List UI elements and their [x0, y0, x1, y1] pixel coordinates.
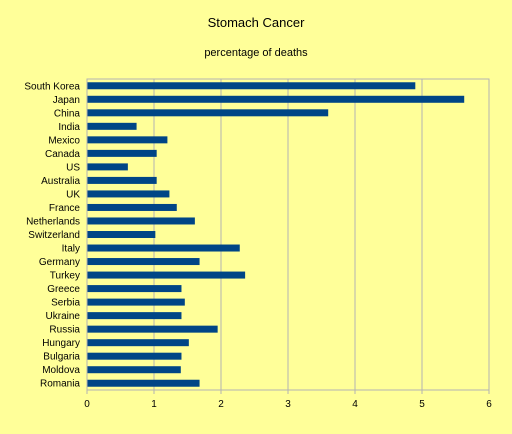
- category-label: Ukraine: [46, 311, 81, 322]
- chart-subtitle: percentage of deaths: [204, 47, 308, 59]
- x-tick-label: 6: [486, 399, 492, 410]
- category-label: Switzerland: [28, 230, 80, 241]
- category-label: China: [54, 108, 81, 119]
- bar-japan: [87, 95, 465, 103]
- bar-south-korea: [87, 82, 416, 90]
- chart-title: Stomach Cancer: [208, 15, 305, 30]
- bar-russia: [87, 325, 218, 333]
- category-label: Australia: [41, 176, 80, 187]
- x-tick-label: 0: [84, 399, 90, 410]
- category-label: Japan: [53, 95, 80, 106]
- category-label: Turkey: [50, 271, 80, 282]
- plot-area-border: [86, 78, 490, 391]
- category-label: Moldova: [42, 365, 80, 376]
- category-label: Romania: [40, 379, 80, 390]
- bar-china: [87, 109, 329, 117]
- category-label: Mexico: [48, 135, 80, 146]
- category-label: South Korea: [24, 81, 80, 92]
- bar-mexico: [87, 136, 168, 144]
- category-label: France: [49, 203, 81, 214]
- category-label: Germany: [39, 257, 80, 268]
- x-tick-label: 1: [151, 399, 157, 410]
- category-label: India: [58, 122, 80, 133]
- bar-germany: [87, 258, 200, 266]
- category-label: US: [66, 162, 80, 173]
- x-axis-ticks: 0 1 2 3 4 5 6: [84, 399, 492, 410]
- bar-switzerland: [87, 231, 156, 238]
- category-label: UK: [66, 189, 80, 200]
- bar-ukraine: [87, 312, 182, 320]
- bar-moldova: [87, 366, 181, 374]
- x-tick-label: 5: [419, 399, 425, 410]
- x-tick-label: 3: [285, 399, 291, 410]
- bar-australia: [87, 176, 157, 184]
- bar-india: [87, 122, 137, 130]
- category-label: Hungary: [42, 338, 80, 349]
- bar-serbia: [87, 298, 185, 306]
- category-label: Italy: [62, 244, 80, 255]
- bar-romania: [87, 379, 200, 387]
- bar-turkey: [87, 271, 246, 279]
- bar-uk: [87, 190, 170, 198]
- category-label: Netherlands: [26, 216, 80, 227]
- bar-netherlands: [87, 217, 195, 225]
- bar-italy: [87, 244, 240, 252]
- category-label: Bulgaria: [43, 352, 80, 363]
- category-label: Russia: [49, 325, 80, 336]
- bar-greece: [87, 285, 182, 293]
- category-labels: South Korea Japan China India Mexico Canada US…: [24, 81, 80, 389]
- bar-bulgaria: [87, 352, 182, 360]
- bar-us: [87, 163, 128, 171]
- category-label: Greece: [47, 284, 80, 295]
- bar-france: [87, 203, 177, 211]
- category-label: Serbia: [51, 298, 80, 309]
- bar-canada: [87, 149, 157, 157]
- bars: [87, 82, 465, 387]
- x-tick-label: 2: [218, 399, 224, 410]
- x-tick-label: 4: [352, 399, 358, 410]
- category-label: Canada: [45, 149, 80, 160]
- bar-hungary: [87, 339, 189, 347]
